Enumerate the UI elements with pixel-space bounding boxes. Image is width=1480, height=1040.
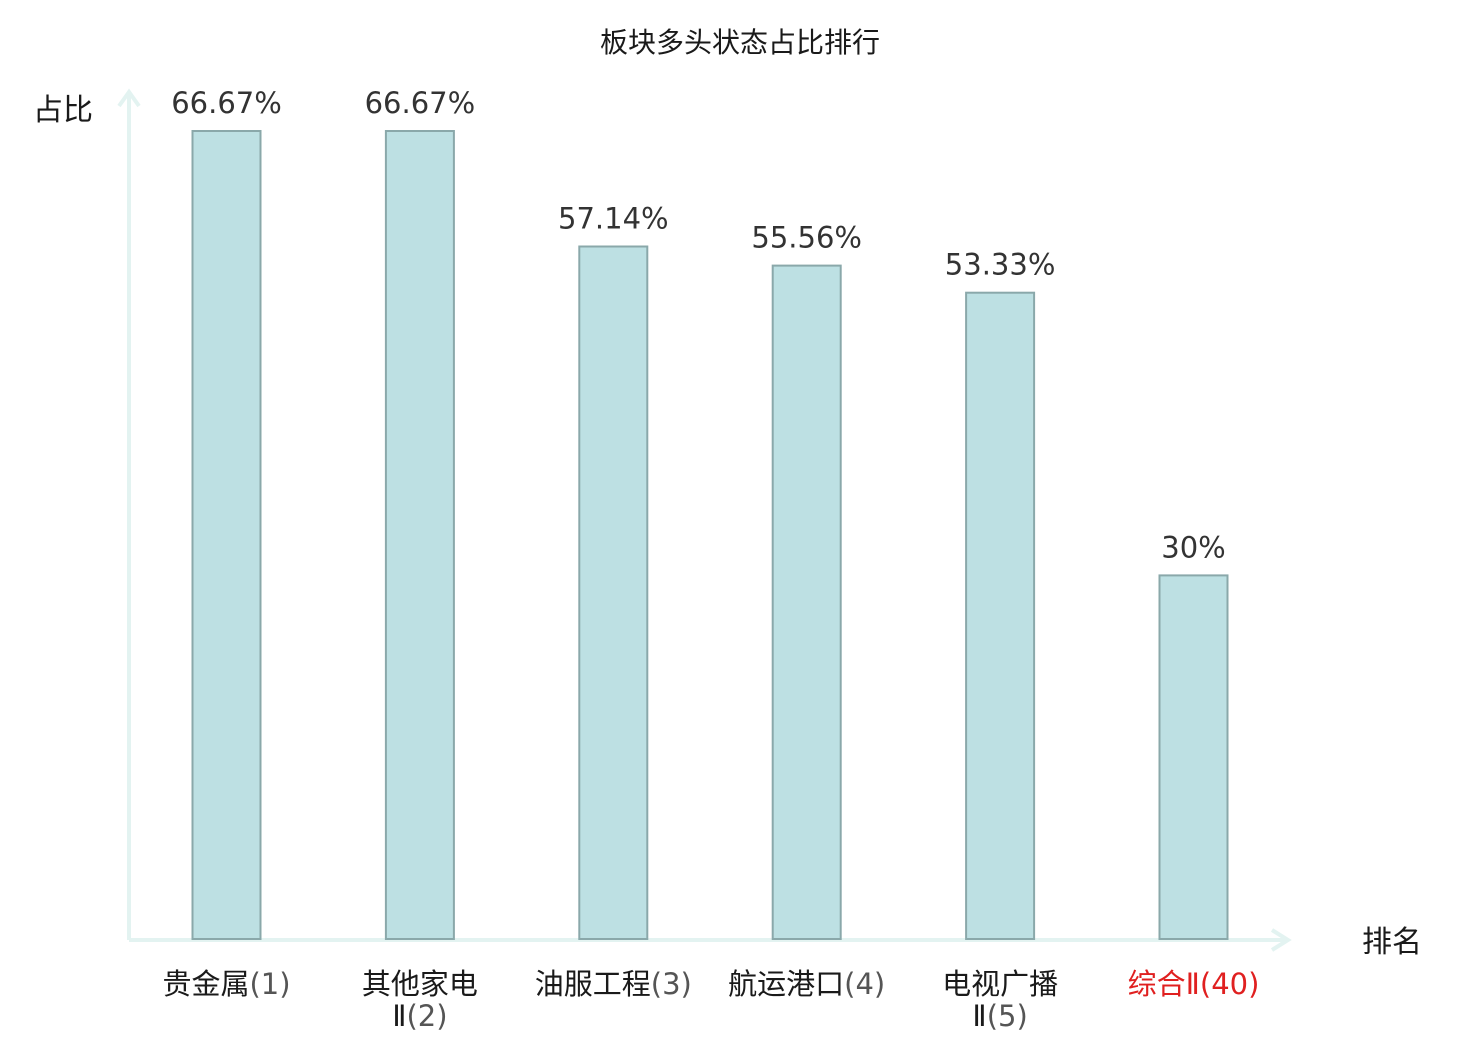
bar-6 [1158,574,1229,941]
bars [191,130,1229,941]
value-label-5: 53.33% [945,248,1056,282]
tick-label-rank: (5) [987,999,1028,1033]
x-axis-label: 排名 [1362,925,1422,960]
bar-1 [191,130,262,940]
tick-label-5: 电视广播 [942,967,1058,1001]
tick-label-1: 贵金属(1) [162,967,290,1001]
tick-label-2: 其他家电 [362,967,478,1001]
tick-label-name: 油服工程 [535,967,651,1001]
tick-label-2-line2: Ⅱ(2) [392,999,447,1033]
bar-5 [965,291,1036,940]
chart-title: 板块多头状态占比排行 [600,26,880,59]
value-labels: 66.67% 66.67% 57.14% 55.56% 53.33% 30% [171,86,1226,564]
tick-label-name: 电视广播 [942,967,1058,1001]
value-label-1: 66.67% [171,86,282,120]
value-label-2: 66.67% [365,86,476,120]
bar-2 [384,130,455,940]
y-axis-label: 占比 [33,93,93,128]
tick-label-name: 贵金属 [162,967,249,1001]
tick-label-rank: (2) [406,999,447,1033]
tick-label-rank: (4) [844,967,885,1001]
tick-label-name: 综合Ⅱ [1128,967,1200,1001]
tick-label-rank: (1) [249,967,290,1001]
tick-label-rank: (40) [1200,967,1260,1001]
tick-label-4: 航运港口(4) [728,967,885,1001]
axes [117,88,1292,952]
tick-label-name: 航运港口 [728,967,844,1001]
tick-label-rank: (3) [651,967,692,1001]
bar-4 [771,264,842,941]
tick-label-6: 综合Ⅱ(40) [1128,967,1260,1001]
tick-label-5-line2: Ⅱ(5) [972,999,1027,1033]
y-axis-arrow [117,88,141,108]
tick-label-3: 油服工程(3) [535,967,692,1001]
bar-3 [578,245,649,940]
value-label-3: 57.14% [558,202,669,236]
tick-label-name: 其他家电 [362,967,478,1001]
tick-label-name: Ⅱ [392,999,406,1033]
value-label-6: 30% [1161,530,1225,564]
tick-label-name: Ⅱ [972,999,986,1033]
value-label-4: 55.56% [751,221,862,255]
x-axis-arrow [1270,928,1292,952]
